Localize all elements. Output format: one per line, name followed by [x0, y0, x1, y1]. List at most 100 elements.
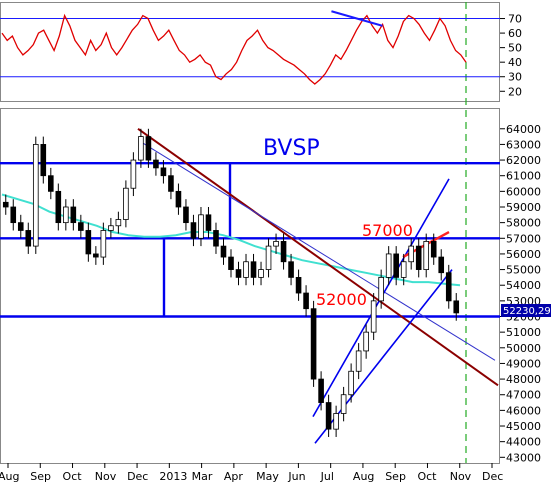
candle-body [235, 269, 242, 278]
price-panel-frame [0, 108, 500, 464]
candle-body [415, 245, 422, 270]
price-ytick-label: 57000 [506, 232, 541, 245]
price-ytick-label: 47000 [506, 389, 541, 402]
candle-body [160, 167, 167, 177]
price-ytick-label: 48000 [506, 373, 541, 386]
month-label: Dec [127, 470, 148, 483]
candle-body [385, 253, 392, 278]
price-ytick-label: 54000 [506, 279, 541, 292]
candle-body [333, 413, 339, 430]
candle-body [55, 190, 62, 224]
price-ytick-label: 51000 [506, 326, 541, 339]
candle-body [10, 206, 17, 224]
candle-body [288, 261, 294, 278]
price-ytick-label: 60000 [506, 185, 541, 198]
osc-ytick-label: 40 [508, 56, 522, 69]
candle-body [295, 276, 302, 294]
candle-body [123, 187, 129, 220]
month-label: May [256, 470, 279, 483]
price-ytick-label: 63000 [506, 138, 541, 151]
month-label: Sep [385, 470, 406, 483]
annotation-52000: 52000 [316, 290, 367, 309]
month-label: Apr [224, 470, 244, 483]
candle-body [138, 136, 144, 161]
candle-body [430, 241, 437, 258]
osc-trendline [331, 10, 383, 27]
candle-body [250, 261, 257, 278]
candle-body [63, 206, 69, 224]
candle-body [423, 241, 430, 270]
month-label: Mar [192, 470, 213, 483]
osc-ytick-label: 60 [508, 27, 522, 40]
candle-body [93, 253, 99, 258]
oscillator-layer [0, 10, 500, 85]
month-label: Jul [320, 470, 334, 483]
candle-body [318, 378, 324, 403]
month-label: Oct [63, 470, 83, 483]
price-ytick-label: 64000 [506, 123, 541, 136]
candle-body [25, 230, 32, 247]
month-label: Nov [450, 470, 472, 483]
candle-body [108, 225, 114, 231]
price-ytick-label: 58000 [506, 217, 541, 230]
candle-body [168, 175, 174, 192]
chart-title: BVSP [263, 136, 320, 161]
candle-body [258, 269, 264, 278]
price-ytick-label: 49000 [506, 357, 541, 370]
candle-body [378, 276, 384, 302]
candle-body [205, 214, 212, 231]
candle-body [400, 261, 407, 278]
candle-body [190, 222, 197, 239]
candle-body [325, 402, 332, 430]
annotation-57000: 57000 [362, 221, 413, 240]
candle-body [453, 300, 460, 314]
month-label: 2013 [159, 470, 187, 483]
candle-body [40, 144, 47, 177]
candle-body [32, 144, 39, 247]
last-value-label: 52230,29 [503, 306, 551, 317]
osc-series-line [1, 13, 467, 85]
candle-body [243, 261, 249, 278]
osc-ytick-label: 70 [508, 13, 522, 26]
candle-body [228, 256, 234, 270]
price-layer [0, 127, 500, 444]
candle-body [115, 219, 122, 227]
candle-body [2, 201, 9, 208]
candle-body [393, 253, 399, 278]
last-value-tag [501, 304, 551, 317]
price-ytick-label: 46000 [506, 404, 541, 417]
month-label: Oct [417, 470, 437, 483]
candle-body [280, 241, 287, 263]
downtrend-thin-line [139, 140, 496, 361]
candle-body [310, 308, 317, 380]
candle-body [220, 245, 227, 258]
price-ytick-label: 56000 [506, 248, 541, 261]
candle-body [408, 245, 414, 263]
price-ytick-label: 59000 [506, 201, 541, 214]
candle-body [175, 190, 182, 208]
price-ytick-label: 43000 [506, 451, 541, 464]
price-ytick-label: 44000 [506, 436, 541, 449]
candle-body [78, 222, 84, 231]
month-label: Sep [30, 470, 51, 483]
candle-body [153, 159, 159, 169]
candle-body [100, 230, 107, 258]
candle-body [340, 394, 347, 414]
price-ytick-label: 61000 [506, 170, 541, 183]
price-ytick-label: 55000 [506, 264, 541, 277]
candle-body [130, 159, 137, 189]
candle-body [145, 136, 152, 161]
candle-body [48, 175, 54, 192]
price-ytick-label: 45000 [506, 420, 541, 433]
month-label: Nov [95, 470, 117, 483]
candle-body [363, 331, 369, 352]
candle-body [438, 256, 445, 274]
oscillator-panel-frame [0, 2, 500, 102]
candle-body [273, 241, 279, 247]
candle-body [370, 300, 377, 333]
osc-ytick-label: 30 [508, 71, 522, 84]
price-ytick-label: 50000 [506, 342, 541, 355]
